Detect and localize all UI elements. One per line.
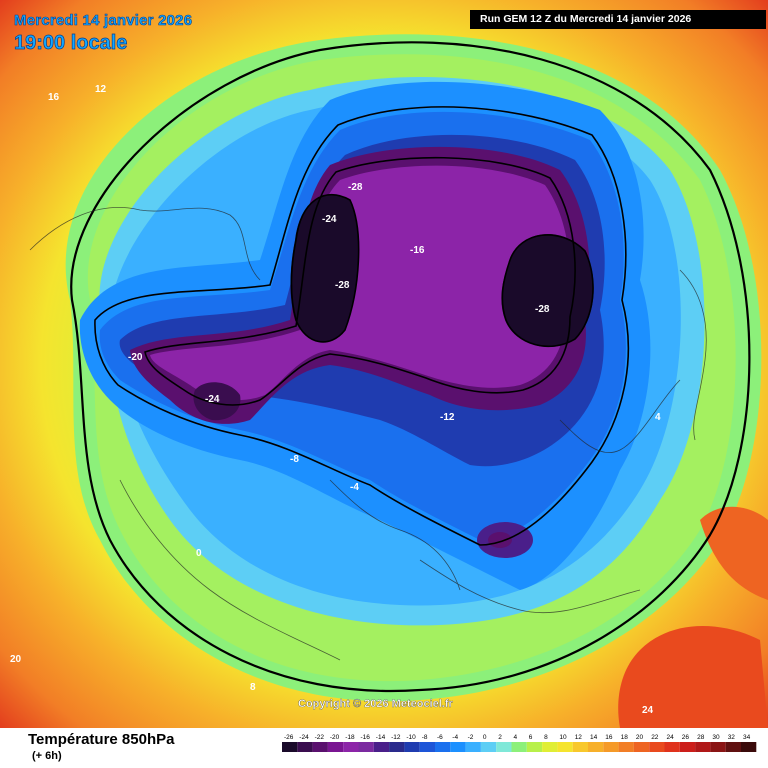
variable-title: Température 850hPa (28, 731, 175, 748)
scale-color-swatch (327, 742, 344, 752)
scale-color-swatch (741, 742, 757, 752)
scale-color-swatch (435, 742, 451, 752)
scale-color-swatch (542, 742, 558, 752)
label: -4 (350, 482, 359, 493)
scale-color-swatch (618, 742, 634, 752)
label: -20 (128, 352, 143, 363)
label: 16 (48, 92, 60, 103)
label: 24 (642, 705, 654, 716)
scale-color-swatch (710, 742, 726, 752)
scale-tick-label: -4 (452, 734, 458, 741)
scale-tick-label: -6 (437, 734, 443, 741)
label: -16 (410, 245, 425, 256)
scale-color-swatch (511, 742, 527, 752)
scale-tick-label: 24 (667, 734, 675, 741)
scale-tick-label: -8 (422, 734, 428, 741)
coastlines (29, 207, 707, 661)
scale-color-swatch (588, 742, 604, 752)
scale-tick-label: 8 (544, 734, 548, 741)
label: 20 (10, 654, 22, 665)
zero-isotherm (70, 41, 751, 693)
temperature-map: -28 -24 -28 -28 -24 -20 -16 -12 -8 -4 0 … (0, 0, 768, 728)
forecast-time: 19:00 locale (14, 32, 128, 55)
scale-tick-label: -10 (406, 734, 416, 741)
scale-tick-label: 12 (575, 734, 583, 741)
scale-color-swatch (419, 742, 435, 752)
temperature-field: -28 -24 -28 -28 -24 -20 -16 -12 -8 -4 0 … (0, 0, 768, 728)
scale-color-swatch (557, 742, 573, 752)
label: -24 (205, 394, 220, 405)
scale-tick-label: 14 (590, 734, 598, 741)
scale-color-swatch (358, 742, 374, 752)
scale-color-swatch (649, 742, 665, 752)
scale-color-swatch (679, 742, 696, 752)
scale-color-swatch (389, 742, 405, 752)
scale-tick-label: 4 (514, 734, 518, 741)
scale-color-swatch (695, 742, 711, 752)
scale-color-swatch (480, 742, 497, 752)
label: 12 (95, 84, 107, 95)
scale-color-swatch (312, 742, 328, 752)
scale-tick-label: -26 (284, 734, 294, 741)
model-run-banner: Run GEM 12 Z du Mercredi 14 janvier 2026 (470, 10, 766, 29)
label: 8 (250, 682, 256, 693)
scale-tick-label: 18 (621, 734, 629, 741)
isotherm-labels: -28 -24 -28 -28 -24 -20 -16 -12 -8 -4 0 … (10, 84, 661, 716)
label: -8 (290, 454, 299, 465)
copyright: Copyright © 2026 Meteociel.fr (298, 698, 453, 710)
scale-tick-label: 0 (483, 734, 487, 741)
scale-tick-label: -24 (299, 734, 309, 741)
scale-tick-label: 20 (636, 734, 644, 741)
scale-color-swatch (664, 742, 680, 752)
scale-tick-label: 28 (697, 734, 705, 741)
label: -28 (335, 280, 350, 291)
scale-color-swatch (404, 742, 420, 752)
scale-tick-label: -16 (361, 734, 371, 741)
color-scale-legend: -26 -24 -22 -20 -18 -16 -14 -12 -10 -8 -6 -4 -2 0 2 4 6 8… (282, 734, 757, 752)
scale-tick-label: -14 (376, 734, 386, 741)
scale-color-swatch (343, 742, 359, 752)
scale-tick-label: -20 (330, 734, 340, 741)
forecast-step: (+ 6h) (32, 750, 62, 762)
forecast-date: Mercredi 14 janvier 2026 (14, 12, 193, 30)
label: -24 (322, 214, 337, 225)
scale-color-swatch (725, 742, 741, 752)
scale-color-swatch (496, 742, 512, 752)
scale-color-swatch (572, 742, 588, 752)
scale-tick-label: 2 (498, 734, 502, 741)
scale-tick-label: 34 (743, 734, 751, 741)
scale-tick-label: 22 (651, 734, 659, 741)
scale-tick-label: 32 (728, 734, 736, 741)
label: 0 (196, 548, 202, 559)
label: 4 (655, 412, 661, 423)
scale-color-swatch (603, 742, 619, 752)
scale-tick-label: 6 (529, 734, 533, 741)
scale-tick-label: -2 (468, 734, 474, 741)
scale-color-swatch (282, 742, 298, 752)
scale-color-swatch (373, 742, 390, 752)
scale-tick-label: 16 (605, 734, 613, 741)
label: -12 (440, 412, 455, 423)
scale-tick-label: -18 (345, 734, 355, 741)
label: -28 (348, 182, 363, 193)
scale-color-swatch (450, 742, 466, 752)
scale-color-swatch (297, 742, 313, 752)
label: -28 (535, 304, 550, 315)
scale-tick-label: -22 (315, 734, 325, 741)
scale-color-swatch (465, 742, 481, 752)
scale-tick-label: -12 (391, 734, 401, 741)
scale-color-swatch (633, 742, 650, 752)
scale-color-swatch (526, 742, 543, 752)
scale-tick-label: 26 (682, 734, 690, 741)
scale-tick-label: 10 (559, 734, 567, 741)
scale-tick-label: 30 (712, 734, 720, 741)
